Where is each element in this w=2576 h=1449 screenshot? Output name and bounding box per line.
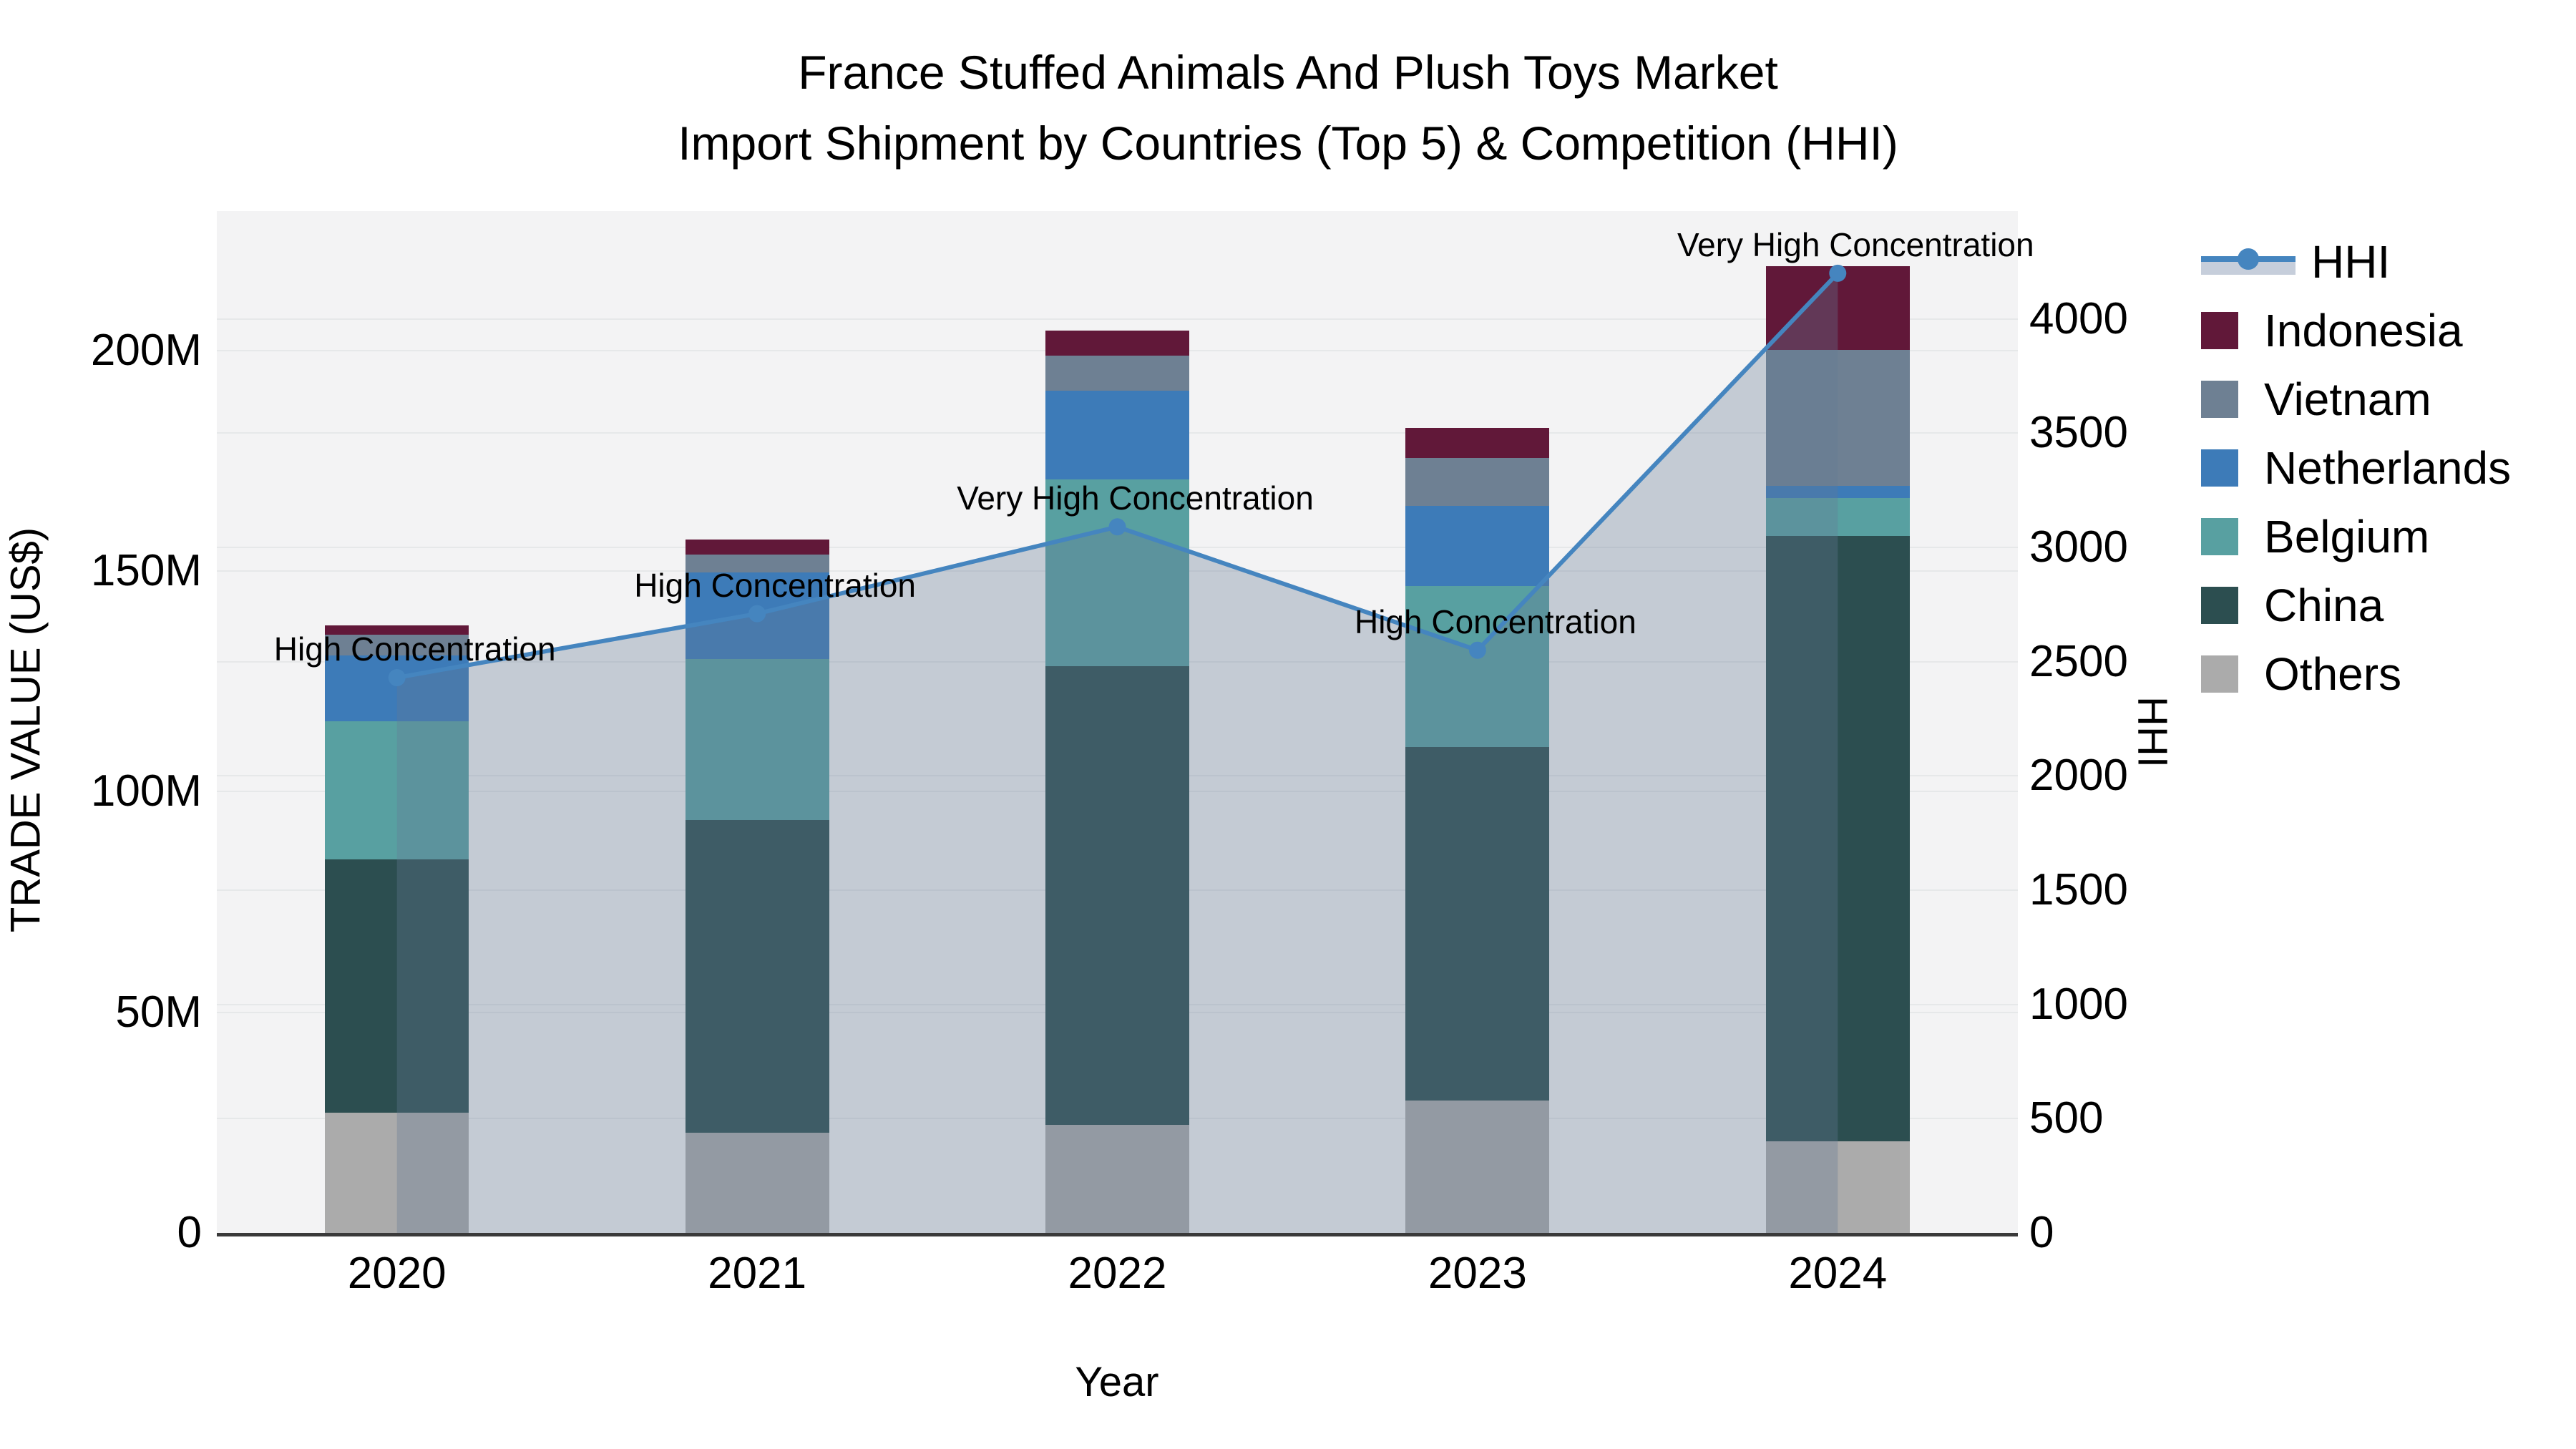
y-right-tick-3000: 3000 (2029, 522, 2128, 572)
bar-segment-netherlands-2024 (1765, 486, 1910, 499)
bar-segment-indonesia-2023 (1405, 427, 1550, 458)
bar-segment-indonesia-2024 (1765, 266, 1910, 351)
legend-swatch-netherlands (2201, 449, 2238, 487)
x-tick-2023: 2023 (1428, 1249, 1527, 1298)
legend-label-others: Others (2264, 648, 2402, 700)
legend-item-hhi[interactable]: HHI (2201, 228, 2511, 296)
bar-segment-others-2024 (1765, 1141, 1910, 1233)
x-axis-title: Year (1075, 1359, 1159, 1405)
y-left-tick-150M: 150M (90, 546, 202, 596)
y-right-tick-500: 500 (2029, 1093, 2104, 1143)
bar-segment-belgium-2021 (685, 658, 829, 820)
legend-label-china: China (2264, 580, 2384, 631)
legend-swatch-vietnam (2201, 381, 2238, 418)
legend-label-belgium: Belgium (2264, 511, 2430, 562)
legend-label-vietnam: Vietnam (2264, 374, 2431, 425)
bar-segment-vietnam-2023 (1405, 457, 1550, 506)
legend-item-indonesia[interactable]: Indonesia (2201, 296, 2511, 365)
y-right-tick-2000: 2000 (2029, 751, 2128, 801)
y-left-tick-100M: 100M (90, 766, 202, 816)
bar-segment-belgium-2024 (1765, 498, 1910, 537)
legend-item-belgium[interactable]: Belgium (2201, 502, 2511, 571)
plot-area: High Concentration High Concentration Very… (217, 211, 2034, 1233)
x-tick-2020: 2020 (347, 1249, 447, 1298)
y-left-tick-200M: 200M (90, 325, 202, 375)
y-right-tick-1000: 1000 (2029, 979, 2128, 1029)
legend-swatch-others (2201, 655, 2238, 693)
chart-title-line2: Import Shipment by Countries (Top 5) & C… (678, 117, 1898, 170)
hhi-legend-symbol (2201, 243, 2296, 280)
x-tick-2024: 2024 (1788, 1249, 1888, 1298)
legend-item-china[interactable]: China (2201, 571, 2511, 640)
legend-label-hhi: HHI (2311, 236, 2391, 288)
y-left-tick-50M: 50M (115, 987, 202, 1037)
legend-item-netherlands[interactable]: Netherlands (2201, 434, 2511, 502)
annotation-2024: Very High Concentration (1677, 225, 2034, 263)
annotation-2020: High Concentration (273, 630, 556, 668)
bar-segment-indonesia-2021 (685, 539, 829, 555)
bar-segment-indonesia-2022 (1045, 331, 1189, 356)
bar-segment-others-2021 (685, 1133, 829, 1233)
legend-label-netherlands: Netherlands (2264, 442, 2512, 494)
x-tick-2021: 2021 (708, 1249, 807, 1298)
bar-segment-netherlands-2022 (1045, 390, 1189, 479)
chart-title-line1: France Stuffed Animals And Plush Toys Ma… (798, 46, 1778, 99)
legend: HHI Indonesia Vietnam Netherlands Belgium Chi… (2201, 228, 2511, 708)
y-right-tick-4000: 4000 (2029, 293, 2128, 343)
bar-segment-netherlands-2023 (1405, 505, 1550, 587)
hhi-marker-swatch (2238, 248, 2259, 270)
legend-swatch-belgium (2201, 518, 2238, 555)
y-right-tick-1500: 1500 (2029, 865, 2128, 915)
bar-segment-vietnam-2024 (1765, 350, 1910, 487)
bar-segment-others-2023 (1405, 1101, 1550, 1233)
y-left-tick-0: 0 (177, 1208, 202, 1257)
x-axis-spine (217, 1233, 2018, 1236)
legend-label-indonesia: Indonesia (2264, 305, 2463, 356)
bar-segment-china-2023 (1405, 747, 1550, 1101)
bar-segment-china-2024 (1765, 536, 1910, 1141)
annotation-2022: Very High Concentration (957, 479, 1314, 517)
annotation-2021: High Concentration (634, 566, 916, 604)
bar-segment-others-2020 (325, 1112, 469, 1233)
gridline-hhi-4000 (217, 318, 2018, 320)
x-tick-2022: 2022 (1068, 1249, 1167, 1298)
legend-item-vietnam[interactable]: Vietnam (2201, 365, 2511, 434)
y-right-tick-0: 0 (2029, 1208, 2054, 1257)
chart-title: France Stuffed Animals And Plush Toys Ma… (0, 37, 2576, 179)
legend-swatch-china (2201, 587, 2238, 624)
legend-swatch-indonesia (2201, 312, 2238, 349)
bar-segment-vietnam-2022 (1045, 356, 1189, 391)
bar-segment-belgium-2020 (325, 721, 469, 859)
legend-item-others[interactable]: Others (2201, 640, 2511, 708)
bar-segment-china-2021 (685, 819, 829, 1133)
annotation-2023: High Concentration (1354, 602, 1636, 640)
y-right-tick-3500: 3500 (2029, 408, 2128, 458)
bar-segment-china-2022 (1045, 665, 1189, 1125)
y-right-tick-2500: 2500 (2029, 636, 2128, 686)
bar-segment-china-2020 (325, 859, 469, 1113)
bar-segment-others-2022 (1045, 1124, 1189, 1233)
y-axis-title-left: TRADE VALUE (US$) (2, 527, 49, 933)
y-axis-title-right: HHI (2129, 696, 2176, 768)
